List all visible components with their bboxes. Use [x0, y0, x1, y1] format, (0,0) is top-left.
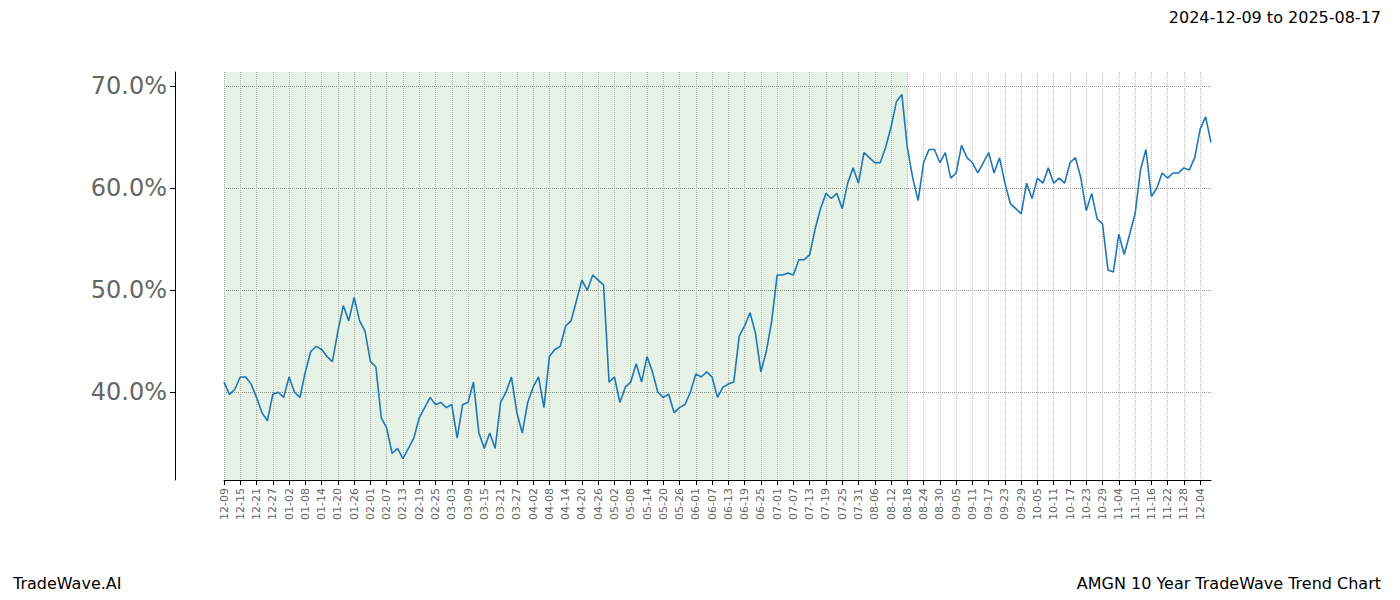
svg-text:10-17: 10-17 [1064, 488, 1077, 520]
svg-text:01-20: 01-20 [331, 488, 344, 520]
svg-text:TradeWave.AI: TradeWave.AI [12, 574, 121, 593]
svg-text:01-02: 01-02 [283, 488, 296, 520]
svg-text:08-06: 08-06 [868, 488, 881, 520]
svg-text:08-12: 08-12 [885, 488, 898, 520]
svg-text:06-19: 06-19 [738, 488, 751, 520]
svg-text:07-07: 07-07 [787, 488, 800, 520]
svg-text:05-02: 05-02 [608, 488, 621, 520]
svg-text:70.0%: 70.0% [91, 72, 167, 100]
svg-text:05-26: 05-26 [673, 488, 686, 520]
svg-text:12-15: 12-15 [234, 488, 247, 520]
svg-text:05-08: 05-08 [624, 488, 637, 520]
svg-text:11-16: 11-16 [1145, 488, 1158, 520]
svg-text:02-25: 02-25 [429, 488, 442, 520]
svg-text:AMGN 10 Year TradeWave Trend C: AMGN 10 Year TradeWave Trend Chart [1077, 574, 1381, 593]
svg-text:09-05: 09-05 [950, 488, 963, 520]
svg-text:08-30: 08-30 [933, 488, 946, 520]
svg-text:10-23: 10-23 [1080, 488, 1093, 520]
svg-text:07-25: 07-25 [836, 488, 849, 520]
svg-text:09-11: 09-11 [966, 488, 979, 520]
svg-text:05-20: 05-20 [657, 488, 670, 520]
svg-text:11-04: 11-04 [1112, 488, 1125, 520]
svg-text:10-11: 10-11 [1047, 488, 1060, 520]
svg-text:06-25: 06-25 [754, 488, 767, 520]
svg-text:09-29: 09-29 [1015, 488, 1028, 520]
svg-text:01-26: 01-26 [348, 488, 361, 520]
svg-text:12-21: 12-21 [250, 488, 263, 520]
svg-text:05-14: 05-14 [641, 488, 654, 520]
svg-text:07-19: 07-19 [819, 488, 832, 520]
svg-text:12-27: 12-27 [266, 488, 279, 520]
svg-text:40.0%: 40.0% [91, 378, 167, 406]
svg-text:02-13: 02-13 [396, 488, 409, 520]
svg-text:04-20: 04-20 [575, 488, 588, 520]
svg-text:01-14: 01-14 [315, 488, 328, 520]
svg-text:01-08: 01-08 [299, 488, 312, 520]
svg-text:04-26: 04-26 [592, 488, 605, 520]
svg-text:08-24: 08-24 [917, 488, 930, 520]
svg-text:11-28: 11-28 [1177, 488, 1190, 520]
svg-text:07-01: 07-01 [771, 488, 784, 520]
svg-text:04-14: 04-14 [559, 488, 572, 520]
svg-text:09-17: 09-17 [982, 488, 995, 520]
svg-text:04-08: 04-08 [543, 488, 556, 520]
svg-text:03-21: 03-21 [494, 488, 507, 520]
svg-text:10-05: 10-05 [1031, 488, 1044, 520]
svg-text:06-01: 06-01 [689, 488, 702, 520]
svg-text:06-13: 06-13 [722, 488, 735, 520]
svg-text:10-29: 10-29 [1096, 488, 1109, 520]
svg-text:02-19: 02-19 [413, 488, 426, 520]
svg-text:12-04: 12-04 [1194, 488, 1207, 520]
svg-text:02-01: 02-01 [364, 488, 377, 520]
svg-text:04-02: 04-02 [527, 488, 540, 520]
svg-text:03-15: 03-15 [478, 488, 491, 520]
svg-text:03-27: 03-27 [510, 488, 523, 520]
svg-text:02-07: 02-07 [380, 488, 393, 520]
svg-text:60.0%: 60.0% [91, 174, 167, 202]
svg-text:11-10: 11-10 [1129, 488, 1142, 520]
svg-text:03-09: 03-09 [462, 488, 475, 520]
svg-text:06-07: 06-07 [706, 488, 719, 520]
svg-text:50.0%: 50.0% [91, 276, 167, 304]
svg-text:2024-12-09 to 2025-08-17: 2024-12-09 to 2025-08-17 [1169, 8, 1381, 27]
svg-text:07-13: 07-13 [803, 488, 816, 520]
svg-text:07-31: 07-31 [852, 488, 865, 520]
svg-text:03-03: 03-03 [445, 488, 458, 520]
svg-text:08-18: 08-18 [901, 488, 914, 520]
svg-text:09-23: 09-23 [998, 488, 1011, 520]
svg-text:11-22: 11-22 [1161, 488, 1174, 520]
svg-text:12-09: 12-09 [218, 488, 231, 520]
